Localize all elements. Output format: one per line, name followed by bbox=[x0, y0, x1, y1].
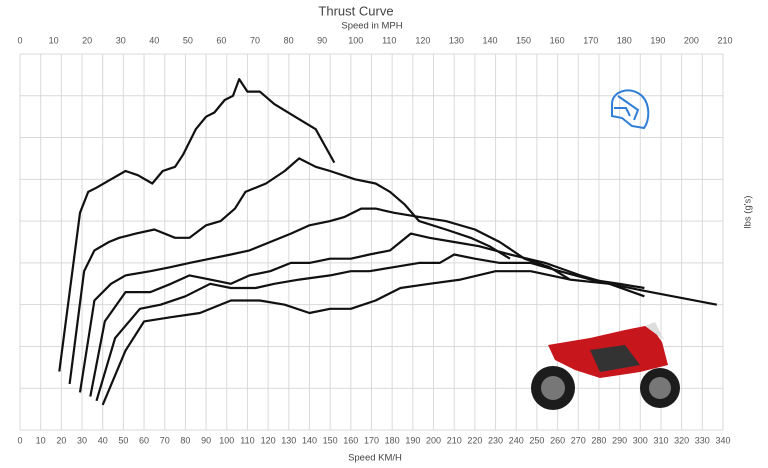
x-tick-label: 50 bbox=[118, 435, 128, 445]
x-tick-label: 340 bbox=[715, 435, 730, 445]
x-tick-label: 200 bbox=[426, 435, 441, 445]
x2-tick-label: 130 bbox=[449, 35, 464, 45]
x-tick-label: 160 bbox=[343, 435, 358, 445]
motorcycle-image bbox=[531, 322, 680, 410]
x2-tick-label: 80 bbox=[284, 35, 294, 45]
x2-tick-label: 200 bbox=[684, 35, 699, 45]
x-tick-label: 130 bbox=[281, 435, 296, 445]
thrust-line bbox=[58, 78, 336, 372]
x-tick-label: 10 bbox=[36, 435, 46, 445]
x2-tick-label: 170 bbox=[583, 35, 598, 45]
x2-tick-label: 50 bbox=[183, 35, 193, 45]
x2-tick-label: 0 bbox=[17, 35, 22, 45]
x-tick-label: 240 bbox=[509, 435, 524, 445]
x2-tick-label: 70 bbox=[250, 35, 260, 45]
x2-tick-label: 60 bbox=[216, 35, 226, 45]
x2-tick-label: 210 bbox=[717, 35, 732, 45]
x2-tick-label: 100 bbox=[348, 35, 363, 45]
x-tick-label: 20 bbox=[56, 435, 66, 445]
x2-tick-label: 10 bbox=[49, 35, 59, 45]
x-tick-label: 140 bbox=[302, 435, 317, 445]
x2-tick-label: 110 bbox=[382, 35, 396, 45]
y-axis-title: lbs (g's) bbox=[743, 196, 754, 229]
x-tick-label: 330 bbox=[695, 435, 710, 445]
x2-tick-label: 90 bbox=[317, 35, 327, 45]
x2-tick-label: 140 bbox=[482, 35, 497, 45]
x2-tick-label: 30 bbox=[116, 35, 126, 45]
x-tick-label: 300 bbox=[633, 435, 648, 445]
thrust-line bbox=[95, 253, 645, 402]
x-tick-label: 90 bbox=[201, 435, 211, 445]
thrust-line bbox=[101, 270, 718, 406]
helmet-icon bbox=[611, 89, 650, 130]
x2-tick-label: 150 bbox=[516, 35, 531, 45]
x-axis-title: Speed KM/H bbox=[348, 453, 402, 464]
x-tick-label: 320 bbox=[674, 435, 689, 445]
x-tick-label: 80 bbox=[180, 435, 190, 445]
x-tick-label: 280 bbox=[591, 435, 606, 445]
x-tick-label: 210 bbox=[447, 435, 462, 445]
x2-axis-title: Speed in MPH bbox=[341, 21, 402, 32]
x-tick-label: 170 bbox=[364, 435, 379, 445]
x2-tick-label: 20 bbox=[82, 35, 92, 45]
x-tick-label: 110 bbox=[240, 435, 254, 445]
x-tick-label: 70 bbox=[160, 435, 170, 445]
x-tick-label: 230 bbox=[488, 435, 503, 445]
x-tick-label: 0 bbox=[17, 435, 22, 445]
x-tick-label: 310 bbox=[653, 435, 668, 445]
x-tick-label: 60 bbox=[139, 435, 149, 445]
thrust-line bbox=[78, 207, 571, 393]
x-tick-label: 260 bbox=[550, 435, 565, 445]
x-tick-label: 190 bbox=[405, 435, 420, 445]
x-tick-label: 180 bbox=[385, 435, 400, 445]
plot-area: 0 10 20 30 40 50 60 70 80 90 100 110 120 130 140 150 160… bbox=[17, 35, 732, 445]
x-tick-label: 220 bbox=[467, 435, 482, 445]
x2-tick-label: 160 bbox=[550, 35, 565, 45]
x2-tick-label: 120 bbox=[415, 35, 430, 45]
x-tick-label: 150 bbox=[323, 435, 338, 445]
x-tick-label: 100 bbox=[219, 435, 234, 445]
x-tick-label: 250 bbox=[529, 435, 544, 445]
x2-tick-label: 40 bbox=[149, 35, 159, 45]
x-tick-label: 120 bbox=[261, 435, 276, 445]
thrust-line bbox=[68, 157, 511, 385]
x-tick-label: 40 bbox=[98, 435, 108, 445]
chart-title: Thrust Curve bbox=[318, 3, 393, 18]
x-tick-label: 30 bbox=[77, 435, 87, 445]
x-tick-label: 270 bbox=[571, 435, 586, 445]
x-tick-label: 290 bbox=[612, 435, 627, 445]
x2-tick-label: 190 bbox=[650, 35, 665, 45]
x2-tick-label: 180 bbox=[617, 35, 632, 45]
thrust-line bbox=[89, 232, 645, 397]
